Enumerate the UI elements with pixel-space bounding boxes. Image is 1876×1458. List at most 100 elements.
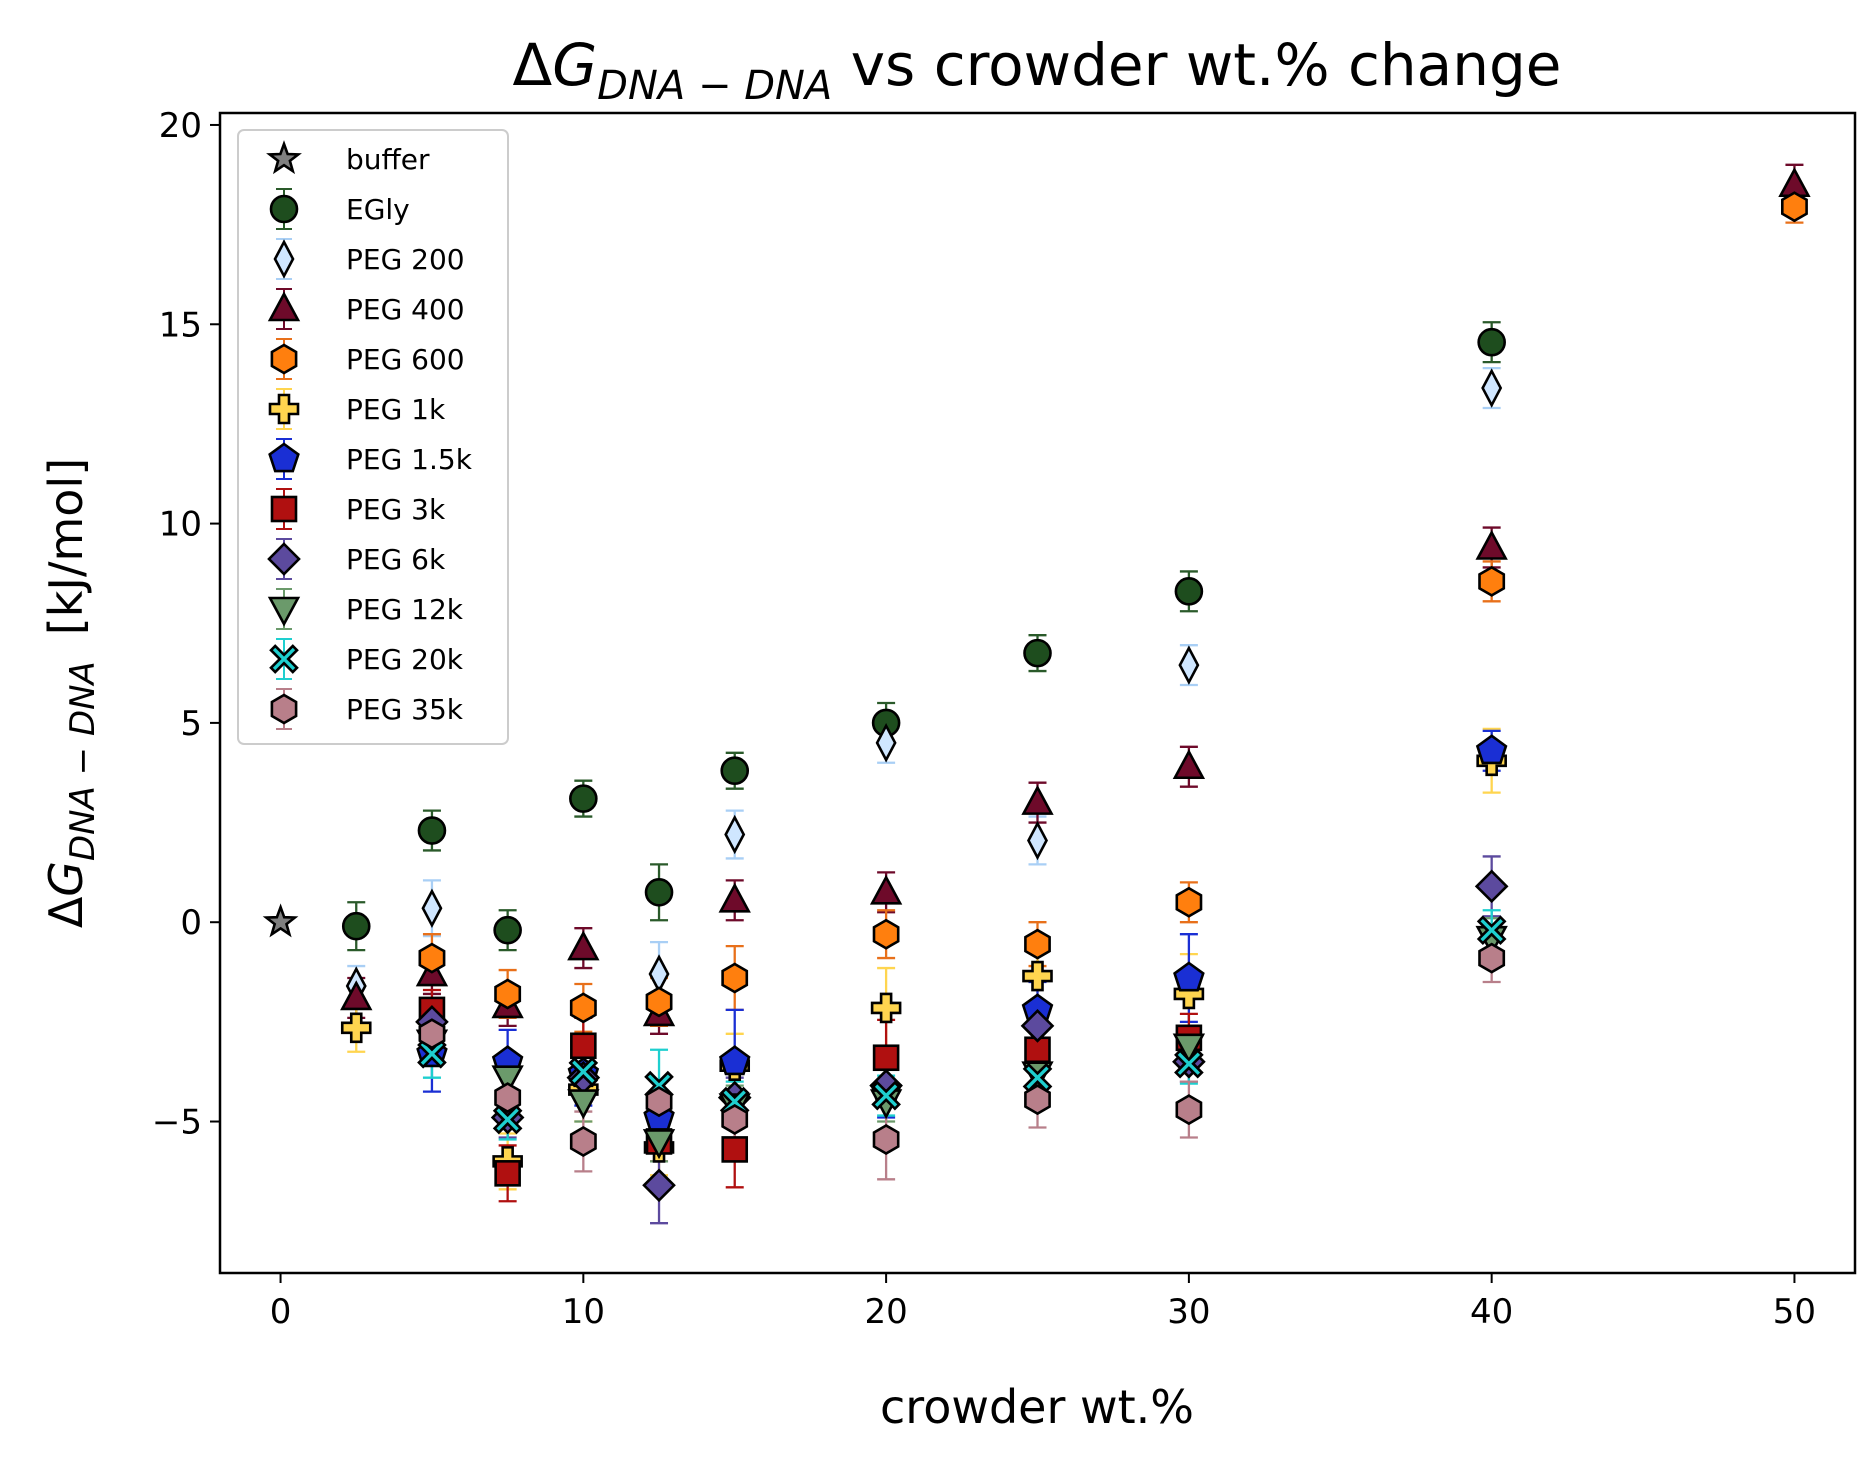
- data-point-peg-600: [645, 986, 673, 1018]
- data-point-peg-200: [875, 723, 897, 763]
- legend-marker-peg-600: [270, 343, 298, 375]
- legend-marker-peg-35k: [270, 693, 298, 725]
- y-tick-label: 5: [180, 704, 202, 744]
- data-point-peg-200: [724, 814, 746, 855]
- y-tick-label: 15: [159, 305, 202, 345]
- legend-marker-peg-12k: [267, 596, 301, 627]
- data-point-peg-200: [1481, 368, 1503, 408]
- y-tick-label: 20: [159, 106, 202, 146]
- ylabel-delta: Δ: [39, 896, 93, 928]
- ylabel-unit: [kJ/mol]: [39, 458, 93, 635]
- legend-label-buffer: buffer: [346, 143, 430, 176]
- data-point-egly: [569, 784, 598, 813]
- titles: ΔGDNA − DNA vs crowder wt.% changecrowde…: [39, 31, 1561, 1434]
- data-markers: [262, 167, 1811, 1203]
- data-point-peg-1-5k: [1475, 734, 1508, 765]
- data-point-peg-20k: [1174, 1048, 1204, 1079]
- data-point-peg-12k: [567, 1089, 600, 1120]
- ylabel-subscript: DNA − DNA: [63, 661, 103, 861]
- x-tick-label: 40: [1470, 1292, 1513, 1332]
- data-point-egly: [1023, 638, 1052, 668]
- data-point-peg-35k: [569, 1125, 597, 1158]
- data-point-peg-200: [421, 888, 443, 929]
- data-point-peg-6k: [1474, 869, 1509, 904]
- data-point-peg-20k: [871, 1080, 901, 1111]
- data-point-peg-200: [1027, 820, 1048, 861]
- x-tick-label: 50: [1773, 1292, 1816, 1332]
- data-point-peg-12k: [642, 1129, 676, 1160]
- data-point-peg-600: [569, 992, 597, 1024]
- x-tick-label: 30: [1167, 1292, 1210, 1332]
- data-point-peg-600: [872, 918, 900, 950]
- data-point-buffer: [262, 903, 299, 938]
- title-delta: Δ: [513, 31, 553, 99]
- error-bars: [347, 163, 1804, 1225]
- legend-label-peg-35k: PEG 35k: [346, 693, 464, 726]
- legend-label-peg-12k: PEG 12k: [346, 593, 464, 626]
- data-point-peg-3k: [872, 1044, 900, 1072]
- data-point-peg-6k: [642, 1168, 676, 1203]
- legend-label-peg-200: PEG 200: [346, 243, 465, 276]
- data-point-peg-400: [1475, 529, 1508, 560]
- data-point-egly: [720, 756, 750, 786]
- axes: [210, 111, 1857, 1283]
- data-point-peg-400: [869, 874, 903, 905]
- legend-label-peg-6k: PEG 6k: [346, 543, 446, 576]
- data-point-peg-400: [1172, 749, 1206, 780]
- chart-title: ΔGDNA − DNA vs crowder wt.% change: [513, 31, 1562, 109]
- data-point-peg-600: [721, 962, 749, 994]
- data-point-peg-1k: [870, 992, 902, 1024]
- data-point-peg-35k: [645, 1086, 673, 1118]
- data-point-egly: [1477, 327, 1506, 357]
- ylabel-symbol: G: [39, 861, 93, 897]
- data-point-peg-1k: [340, 1012, 372, 1044]
- data-point-peg-20k: [1022, 1062, 1053, 1093]
- data-point-peg-35k: [1175, 1094, 1203, 1126]
- data-point-peg-200: [1178, 645, 1200, 685]
- tick-labels: 0 10 20 30 40 50 −5 0 5 10 15 20: [152, 106, 1816, 1332]
- data-point-peg-35k: [1478, 942, 1506, 974]
- legend-marker-egly: [269, 194, 299, 224]
- data-point-peg-400: [718, 882, 751, 913]
- data-point-peg-400: [567, 930, 600, 961]
- data-point-peg-35k: [872, 1123, 900, 1156]
- legend-marker-peg-400: [267, 291, 301, 322]
- data-point-egly: [341, 911, 371, 941]
- y-tick-label: 0: [180, 903, 202, 943]
- x-axis-label: crowder wt.%: [880, 1380, 1194, 1434]
- legend-marker-peg-1k: [268, 393, 300, 425]
- data-point-peg-20k: [417, 1038, 447, 1069]
- title-subscript: DNA − DNA: [597, 63, 832, 109]
- x-tick-label: 10: [562, 1292, 605, 1332]
- data-point-peg-600: [1478, 565, 1506, 597]
- data-point-peg-400: [1021, 784, 1054, 815]
- legend-label-peg-400: PEG 400: [346, 293, 465, 326]
- legend-marker-peg-20k: [269, 644, 299, 674]
- data-point-peg-12k: [1172, 1033, 1206, 1064]
- data-point-peg-600: [418, 942, 446, 974]
- data-point-peg-35k: [1024, 1084, 1051, 1116]
- data-point-peg-1k: [1022, 960, 1053, 992]
- data-point-peg-20k: [1476, 915, 1507, 946]
- legend-box: [237, 129, 509, 745]
- legend-marker-peg-1-5k: [268, 442, 300, 473]
- data-point-egly: [417, 816, 447, 845]
- legend-label-peg-600: PEG 600: [346, 343, 465, 376]
- legend-marker-peg-6k: [267, 542, 301, 576]
- legend-label-peg-1k: PEG 1k: [346, 393, 446, 426]
- y-tick-label: 10: [159, 505, 202, 545]
- data-point-peg-6k: [1020, 1009, 1055, 1043]
- data-point-peg-35k: [494, 1082, 522, 1114]
- data-point-peg-400: [340, 980, 373, 1011]
- data-point-peg-3k: [494, 1160, 521, 1187]
- data-point-peg-3k: [570, 1032, 597, 1060]
- title-rest: vs crowder wt.% change: [832, 31, 1561, 99]
- data-point-egly: [644, 878, 674, 907]
- data-point-peg-3k: [721, 1136, 749, 1163]
- x-tick-label: 20: [864, 1292, 907, 1332]
- legend-marker-peg-200: [273, 239, 295, 279]
- data-point-peg-35k: [418, 1018, 446, 1050]
- title-symbol: G: [552, 31, 597, 99]
